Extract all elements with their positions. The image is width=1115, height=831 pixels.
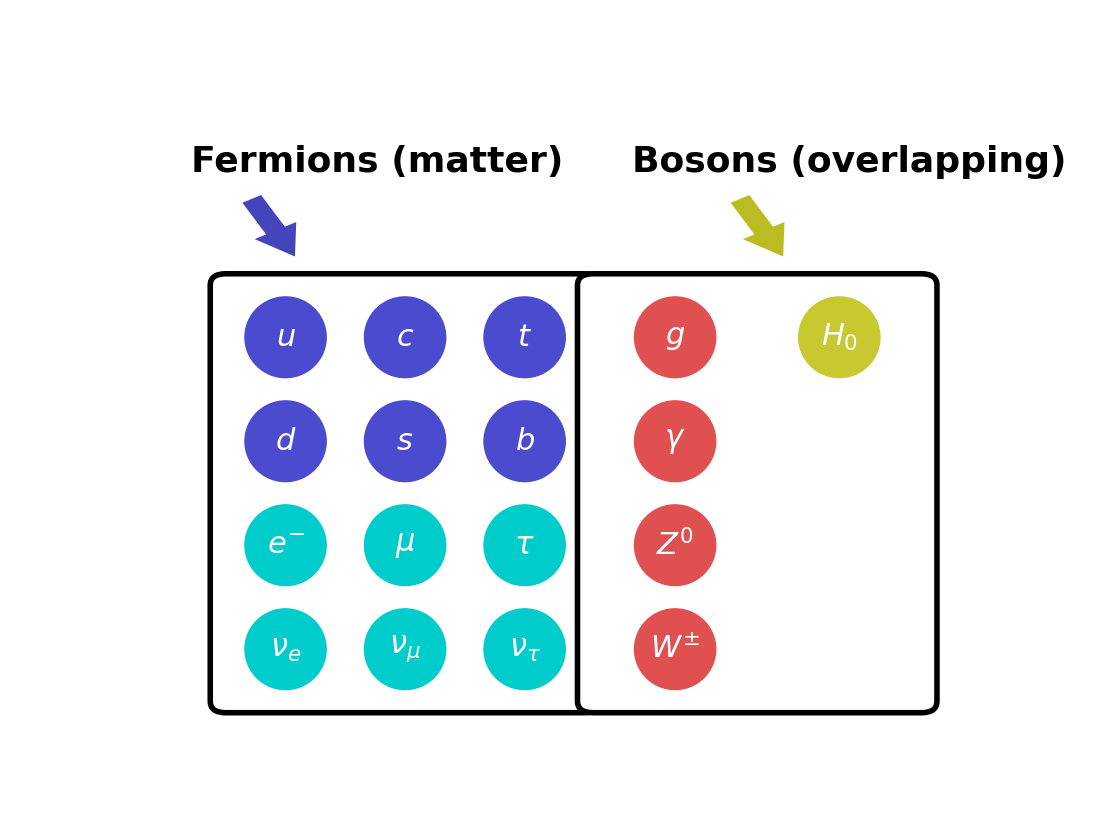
Ellipse shape — [365, 297, 446, 377]
Ellipse shape — [365, 401, 446, 482]
Text: $\tau$: $\tau$ — [514, 531, 535, 560]
Ellipse shape — [484, 505, 565, 586]
Text: $\gamma$: $\gamma$ — [665, 427, 686, 455]
FancyArrow shape — [730, 195, 785, 257]
FancyBboxPatch shape — [211, 273, 600, 713]
Ellipse shape — [365, 505, 446, 586]
Ellipse shape — [245, 297, 327, 377]
Text: $\nu_e$: $\nu_e$ — [270, 635, 301, 664]
Text: $\nu_{\mu}$: $\nu_{\mu}$ — [389, 634, 421, 664]
Text: $s$: $s$ — [397, 427, 414, 455]
Ellipse shape — [634, 297, 716, 377]
Text: $g$: $g$ — [665, 322, 686, 352]
Ellipse shape — [365, 609, 446, 690]
Ellipse shape — [245, 505, 327, 586]
Ellipse shape — [484, 297, 565, 377]
Ellipse shape — [245, 609, 327, 690]
Text: $u$: $u$ — [275, 322, 295, 352]
Ellipse shape — [634, 505, 716, 586]
Text: $e^{-}$: $e^{-}$ — [266, 531, 304, 560]
FancyArrow shape — [242, 195, 297, 257]
Ellipse shape — [634, 609, 716, 690]
Ellipse shape — [798, 297, 880, 377]
FancyBboxPatch shape — [578, 273, 937, 713]
Ellipse shape — [484, 609, 565, 690]
Text: $\nu_{\tau}$: $\nu_{\tau}$ — [508, 635, 541, 664]
Text: $b$: $b$ — [515, 427, 534, 455]
Ellipse shape — [634, 401, 716, 482]
Text: $d$: $d$ — [274, 427, 297, 455]
Text: $W^{\pm}$: $W^{\pm}$ — [650, 635, 700, 664]
Text: Fermions (matter): Fermions (matter) — [192, 145, 563, 179]
Ellipse shape — [484, 401, 565, 482]
Ellipse shape — [245, 401, 327, 482]
Text: $\mu$: $\mu$ — [395, 531, 415, 560]
Text: Bosons (overlapping): Bosons (overlapping) — [632, 145, 1066, 179]
Text: $c$: $c$ — [396, 322, 415, 352]
Text: $Z^0$: $Z^0$ — [657, 529, 694, 562]
Text: $H_0$: $H_0$ — [821, 322, 857, 353]
Text: $t$: $t$ — [517, 322, 532, 352]
